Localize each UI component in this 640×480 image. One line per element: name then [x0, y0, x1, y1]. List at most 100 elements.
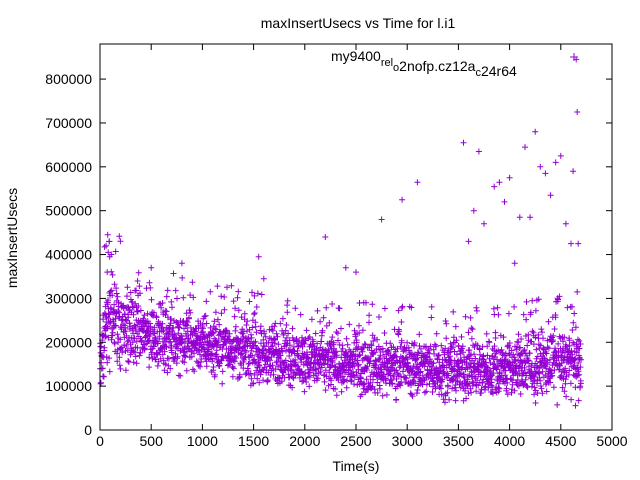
data-point	[547, 379, 554, 386]
data-point	[162, 361, 169, 368]
data-point	[576, 337, 583, 344]
data-point	[105, 297, 111, 304]
data-point	[442, 399, 448, 406]
data-point	[253, 329, 260, 336]
data-point	[361, 381, 368, 388]
data-point	[102, 333, 108, 339]
data-point	[535, 296, 542, 303]
data-point	[532, 400, 539, 406]
data-point	[319, 327, 326, 334]
data-point	[174, 353, 181, 360]
data-point	[327, 342, 334, 349]
data-point	[154, 362, 161, 369]
data-point	[106, 238, 113, 245]
data-point	[512, 356, 519, 363]
data-point	[191, 350, 197, 357]
data-point	[180, 294, 187, 301]
data-point	[294, 347, 301, 354]
data-point	[249, 324, 256, 331]
data-point	[212, 309, 219, 316]
data-point	[334, 330, 341, 337]
data-point	[237, 351, 244, 358]
data-point	[549, 372, 556, 379]
data-point	[277, 352, 284, 359]
data-point	[123, 317, 130, 324]
data-point	[213, 353, 220, 360]
data-point	[303, 327, 310, 334]
data-point	[488, 379, 495, 386]
data-point	[209, 358, 216, 365]
data-point	[577, 364, 584, 371]
data-point	[355, 343, 362, 350]
data-point	[308, 354, 315, 361]
data-point	[343, 384, 350, 391]
data-point	[289, 325, 296, 332]
data-point	[172, 287, 179, 294]
data-point	[132, 300, 139, 307]
data-point	[572, 324, 579, 331]
data-point	[454, 378, 461, 385]
data-point	[476, 346, 483, 353]
data-point	[114, 350, 120, 357]
data-point	[210, 364, 217, 370]
data-point	[404, 339, 411, 346]
data-point	[531, 373, 538, 380]
data-point	[490, 390, 496, 397]
data-point	[263, 347, 269, 354]
data-point	[567, 380, 574, 387]
data-point	[169, 304, 175, 311]
data-point	[251, 311, 257, 318]
data-point	[511, 260, 518, 267]
data-point	[359, 348, 366, 355]
data-point	[495, 388, 502, 395]
data-point	[275, 341, 282, 348]
data-point	[248, 375, 255, 382]
data-point	[137, 307, 144, 314]
data-point	[133, 360, 140, 367]
data-point	[179, 274, 186, 281]
data-point	[104, 231, 111, 238]
data-point	[490, 305, 497, 312]
data-point	[473, 307, 480, 314]
data-point	[455, 366, 461, 373]
data-point	[209, 329, 216, 336]
data-point	[191, 368, 198, 375]
data-point	[430, 360, 437, 367]
data-point	[282, 357, 289, 364]
data-point	[111, 340, 118, 347]
data-point	[244, 328, 250, 335]
data-point	[106, 368, 113, 375]
data-point	[450, 308, 457, 315]
data-point	[467, 314, 474, 321]
data-point	[370, 338, 377, 344]
data-point	[574, 364, 581, 371]
data-point	[197, 351, 203, 358]
data-point	[303, 379, 310, 385]
data-point	[97, 379, 104, 386]
data-point	[195, 362, 202, 369]
data-point	[404, 360, 411, 367]
data-point	[399, 303, 406, 310]
data-point	[335, 337, 341, 344]
data-point	[353, 269, 359, 276]
data-point	[446, 396, 453, 403]
data-point	[308, 316, 315, 323]
data-point	[104, 359, 111, 366]
data-point	[113, 285, 120, 292]
data-point	[514, 376, 521, 383]
data-point	[578, 356, 585, 363]
data-point	[175, 321, 182, 328]
data-point	[187, 292, 194, 299]
data-point	[381, 305, 388, 312]
data-point	[536, 369, 543, 376]
data-point	[433, 330, 440, 337]
data-point	[543, 388, 550, 395]
data-point	[562, 376, 569, 383]
data-point	[108, 251, 115, 258]
data-point	[231, 358, 238, 365]
data-point	[358, 391, 365, 398]
data-point	[550, 332, 557, 339]
data-point	[539, 329, 545, 336]
data-point	[99, 365, 106, 372]
data-point	[111, 301, 118, 308]
